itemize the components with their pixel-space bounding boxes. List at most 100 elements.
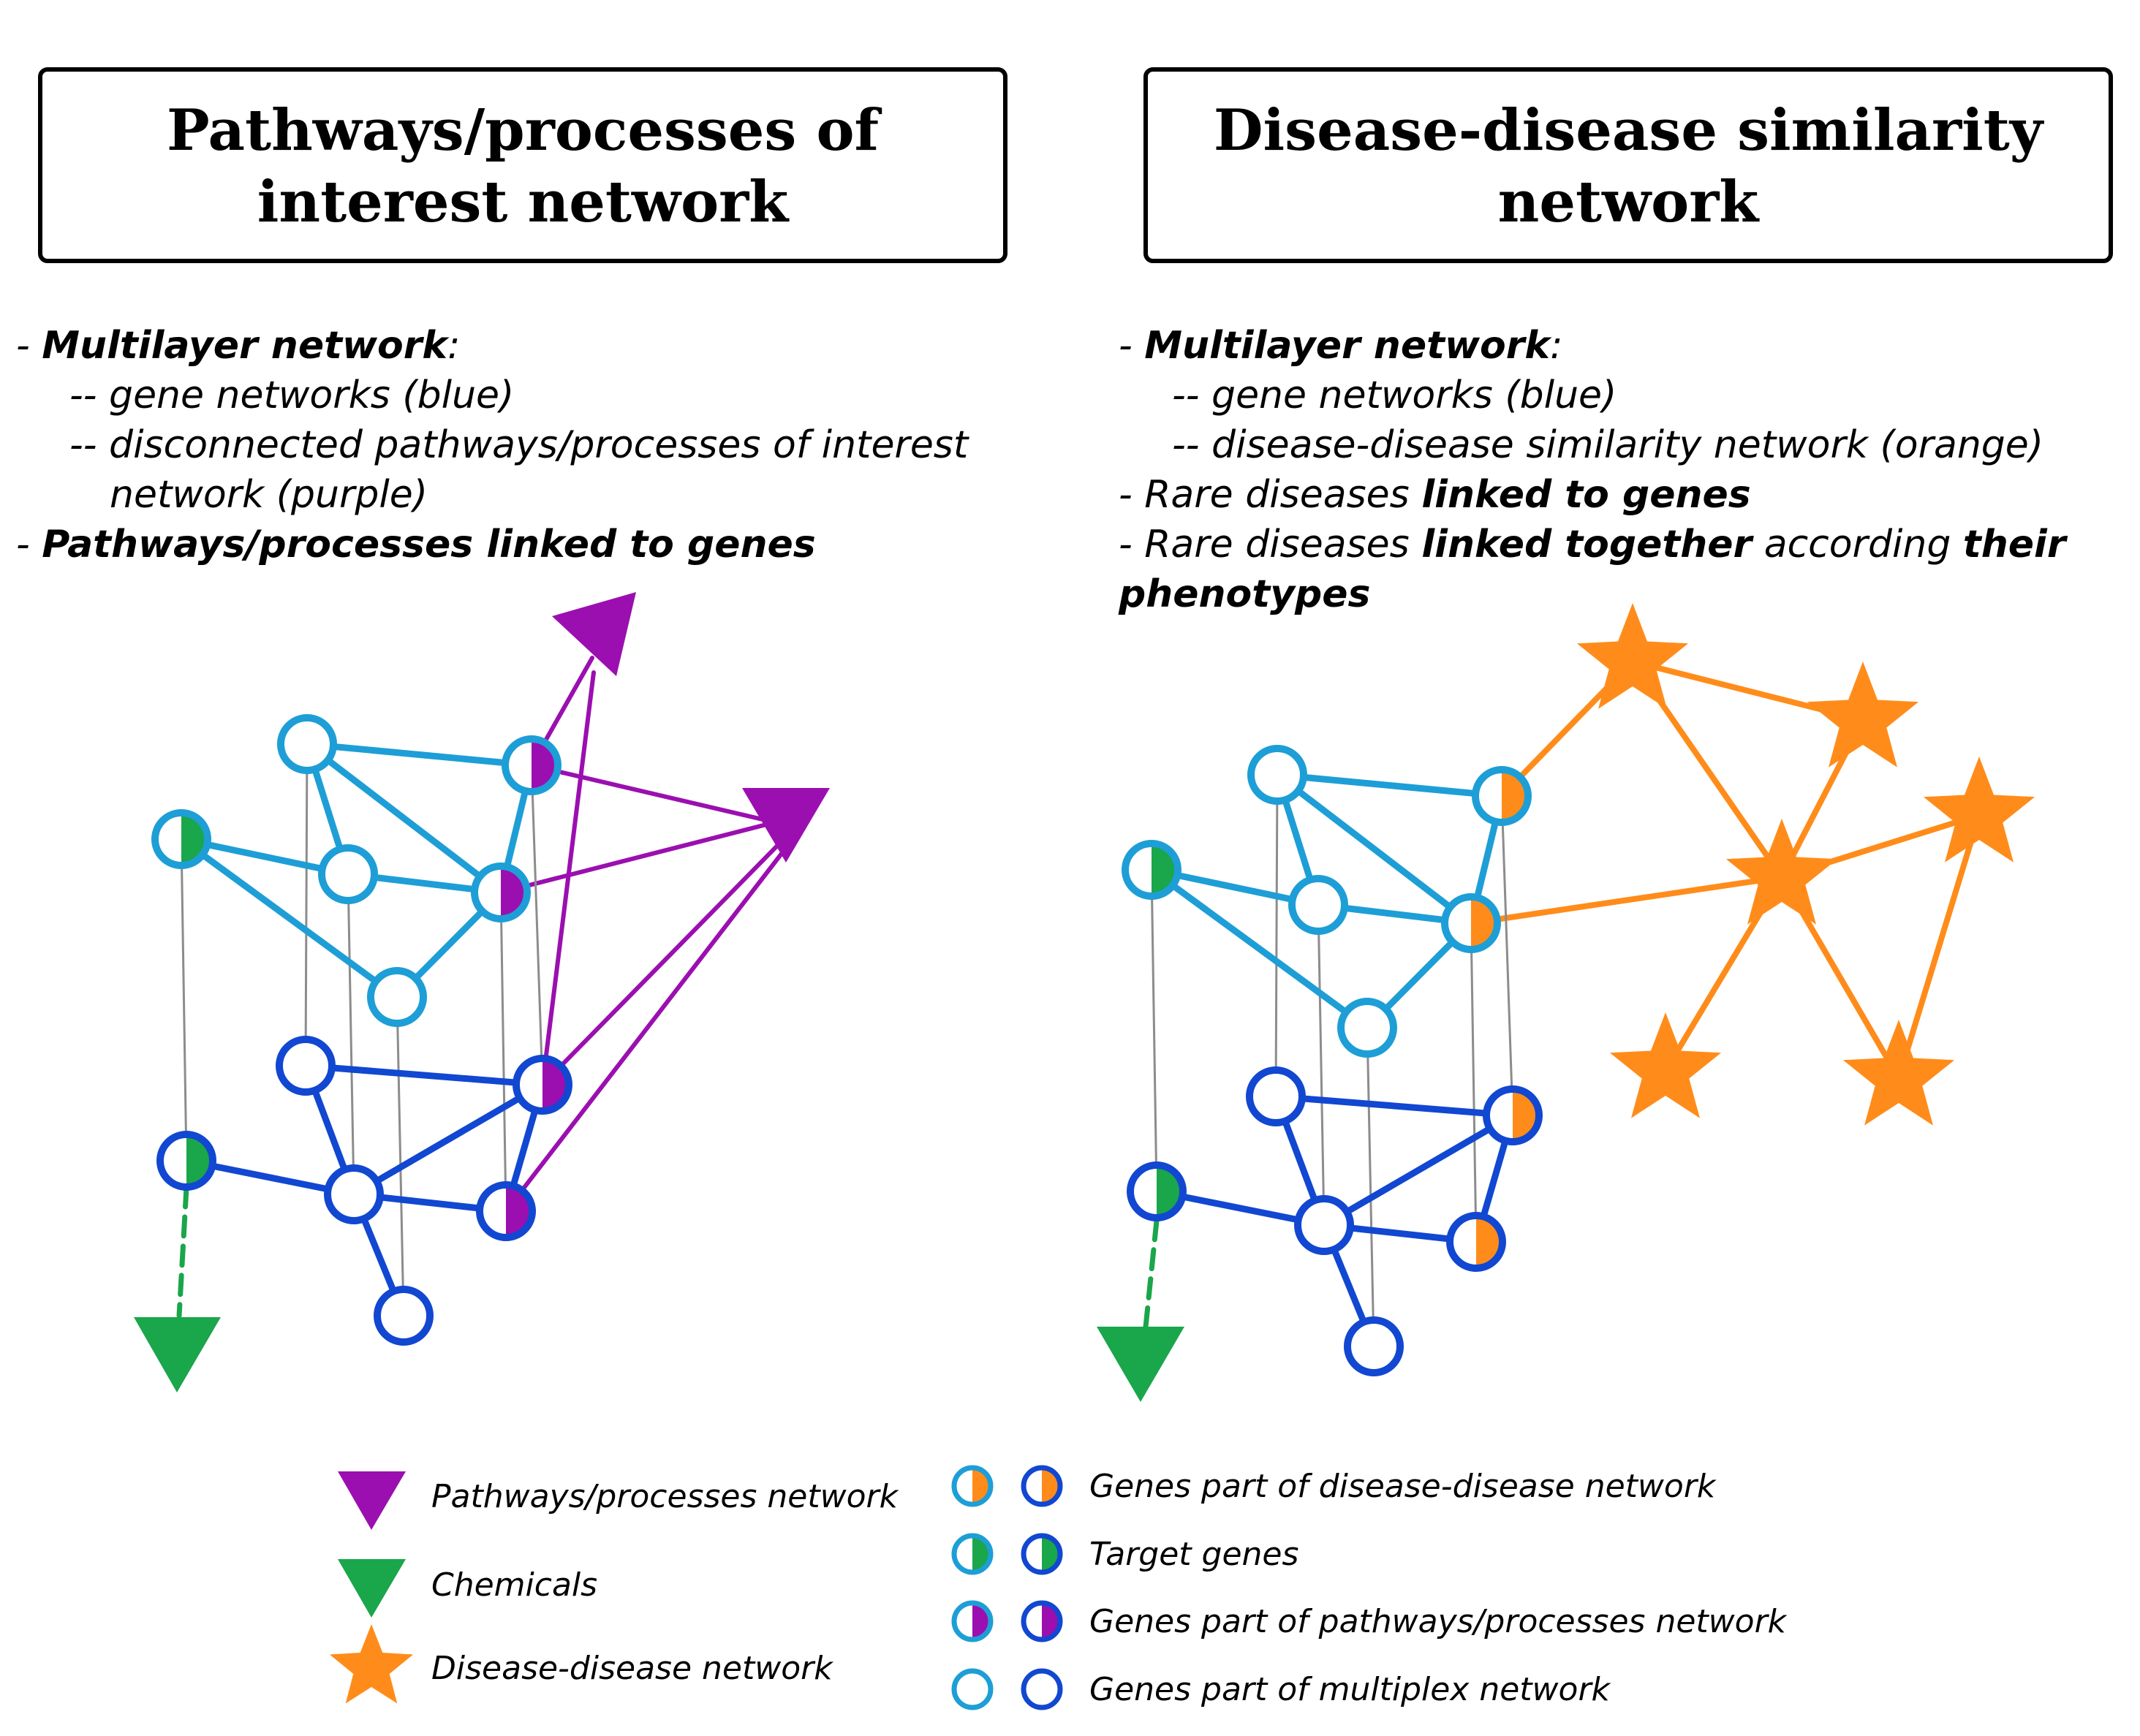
upper-gene-node (1441, 893, 1501, 953)
interlayer-link (1150, 868, 1158, 1193)
node-fill (1251, 748, 1304, 801)
node-ring (151, 809, 211, 869)
node-ring (318, 844, 378, 904)
interlayer-link (1470, 922, 1478, 1243)
node-ring (1127, 1161, 1187, 1221)
node-ring (277, 714, 337, 774)
left-desc-line2: -- gene networks (blue) (69, 374, 514, 417)
node-ring (1344, 1316, 1404, 1376)
legend-light-gene-icon (951, 1533, 994, 1575)
left-desc-line3: -- disconnected pathways/processes of in… (69, 423, 969, 467)
node-ring (1247, 745, 1307, 805)
right-desc-line3: -- disease-disease similarity network (o… (1172, 423, 2043, 467)
lower-gene-node (1483, 1085, 1543, 1145)
interlayer-link (304, 743, 309, 1067)
node-ring (1021, 1465, 1063, 1507)
upper-gene-node (1122, 840, 1181, 900)
node-ring (476, 1181, 536, 1241)
right-network-diagram (1097, 603, 2035, 1402)
node-fill (1347, 1320, 1400, 1373)
node-ring (1337, 998, 1397, 1058)
node-fill (377, 1289, 430, 1342)
legend-gene-label: Genes part of pathways/processes network (1089, 1603, 1788, 1640)
left-title-line2: interest network (257, 169, 790, 235)
interlayer-link (530, 764, 544, 1086)
legend-item-pathways: Pathways/processes network (338, 1471, 899, 1530)
lower-gene-edge (1272, 1093, 1516, 1119)
legend-light-gene-icon (951, 1465, 994, 1507)
node-ring (951, 1465, 994, 1507)
upper-gene-edge (178, 835, 401, 1001)
upper-gene-node (502, 735, 562, 795)
pathway-triangle (742, 788, 830, 863)
right-desc-line6: phenotypes (1118, 572, 1370, 616)
legend-dark-gene-icon (1021, 1533, 1063, 1575)
upper-gene-edge (1274, 771, 1505, 800)
upper-gene-node (151, 809, 211, 869)
disease-star (1842, 1020, 1955, 1126)
lower-gene-node (513, 1055, 572, 1115)
lower-gene-node (476, 1181, 536, 1241)
node-ring (1441, 893, 1501, 953)
interlayer-link (396, 996, 405, 1317)
chemical-link (1142, 1218, 1160, 1337)
disease-star (1609, 1012, 1722, 1118)
node-fill (322, 848, 374, 901)
left-title-box: Pathways/processes of interest network (38, 67, 1007, 263)
legend-gene-label: Genes part of disease-disease network (1089, 1468, 1717, 1505)
chemical-link (176, 1185, 189, 1319)
right-desc-line1: - Multilayer network: (1119, 324, 1562, 368)
upper-gene-edge (1148, 866, 1371, 1031)
interlayer-link (1366, 1026, 1375, 1348)
node-ring (1483, 1085, 1543, 1145)
legend-dark-gene-icon (1021, 1668, 1063, 1710)
disease-edge (1468, 874, 1785, 926)
node-ring (1472, 766, 1532, 826)
legend-label-pathways: Pathways/processes network (431, 1478, 899, 1515)
lower-gene-node (156, 1131, 216, 1191)
chemical-triangle (1097, 1327, 1184, 1402)
interlayer-link (1500, 795, 1514, 1117)
upper-gene-edge (303, 740, 504, 896)
node-ring (1446, 1212, 1506, 1272)
pathway-edge (499, 820, 777, 895)
upper-gene-node (367, 967, 427, 1027)
node-fill (281, 718, 333, 770)
pathway-edge (529, 763, 777, 825)
upper-gene-edge (303, 740, 535, 769)
disease-star (1725, 819, 1838, 925)
left-desc-line5: - Pathways/processes linked to genes (16, 523, 816, 566)
node-ring (1021, 1668, 1063, 1710)
legend-gene-label: Target genes (1089, 1536, 1298, 1573)
legend-item-disease: Disease-disease network (329, 1624, 833, 1704)
legend-light-gene-icon (951, 1600, 994, 1642)
node-ring (1246, 1066, 1306, 1126)
chemical-triangle (134, 1317, 221, 1392)
node-ring (471, 863, 531, 922)
node-fill (371, 971, 423, 1023)
node-fill (1249, 1070, 1302, 1123)
interlayer-link (1317, 903, 1326, 1227)
upper-gene-node (1247, 745, 1307, 805)
upper-gene-edge (1274, 771, 1475, 927)
lower-gene-node (1344, 1316, 1404, 1376)
node-ring (1021, 1533, 1063, 1575)
node-ring (276, 1036, 336, 1096)
node-ring (324, 1164, 384, 1224)
left-network-diagram (134, 592, 830, 1392)
legend-gene-row: Genes part of pathways/processes network (951, 1600, 1788, 1642)
legend-gene-row: Target genes (951, 1533, 1298, 1575)
legend-gene-types: Genes part of disease-disease network Tar… (951, 1465, 1788, 1710)
lower-gene-node (276, 1036, 336, 1096)
node-ring (374, 1286, 434, 1346)
node-fill (1024, 1671, 1060, 1707)
node-ring (367, 967, 427, 1027)
lower-gene-node (1127, 1161, 1187, 1221)
legend-gene-row: Genes part of multiplex network (951, 1668, 1611, 1710)
interlayer-link (499, 891, 507, 1213)
upper-gene-node (1288, 875, 1348, 935)
node-ring (1288, 875, 1348, 935)
node-ring (951, 1533, 994, 1575)
upper-gene-node (1337, 998, 1397, 1058)
pathway-edge (540, 838, 784, 1087)
